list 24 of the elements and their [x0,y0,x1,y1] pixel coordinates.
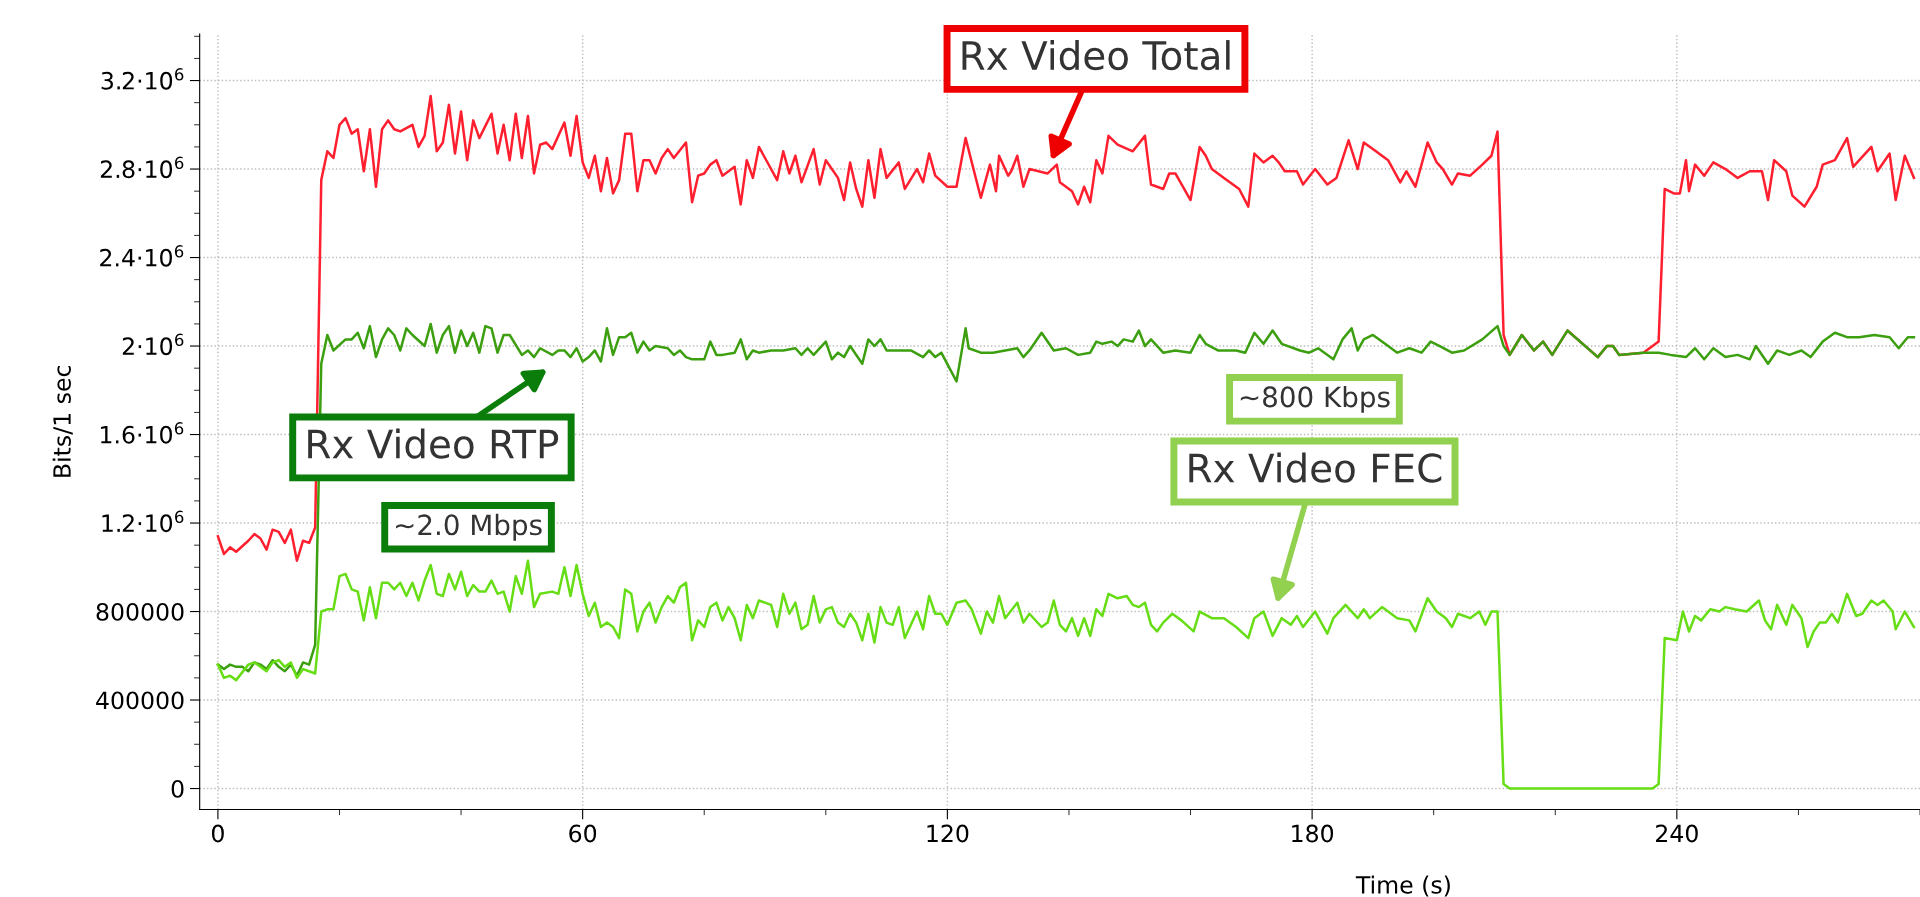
annotation: ~800 Kbps [1240,385,1390,413]
x-tick-label: 240 [1656,824,1698,843]
x-tick-label: 180 [1292,824,1334,843]
annotation: Rx Video RTP [308,428,559,459]
line-series [216,322,1916,677]
y-axis-title: Bits/1 sec [52,365,73,477]
y-tick-label: 0 [171,779,184,798]
x-tick-label: 60 [569,824,597,843]
y-tick-label: 400000 [96,691,184,710]
y-tick-label: 3.2·10$^{6}$ [101,68,184,90]
y-tick-label: 1.6·10$^{6}$ [101,422,184,444]
annotation: ~2.0 Mbps [396,513,542,541]
x-tick-label: 120 [927,824,969,843]
x-tick-label: 0 [211,824,224,843]
line-series [216,559,1916,790]
x-axis-title: Time (s) [1355,875,1450,897]
y-tick-label: 1.2·10$^{6}$ [102,510,184,533]
annotation: Rx Video FEC [1189,452,1442,483]
annotation: Rx Video Total [962,40,1230,71]
y-tick-label: 2·10$^{6}$ [122,333,184,356]
line-series [216,94,1916,562]
y-tick-label: 2.4·10$^{6}$ [100,245,184,267]
y-tick-label: 2.8·10$^{6}$ [100,156,184,179]
y-tick-label: 800000 [96,602,184,621]
